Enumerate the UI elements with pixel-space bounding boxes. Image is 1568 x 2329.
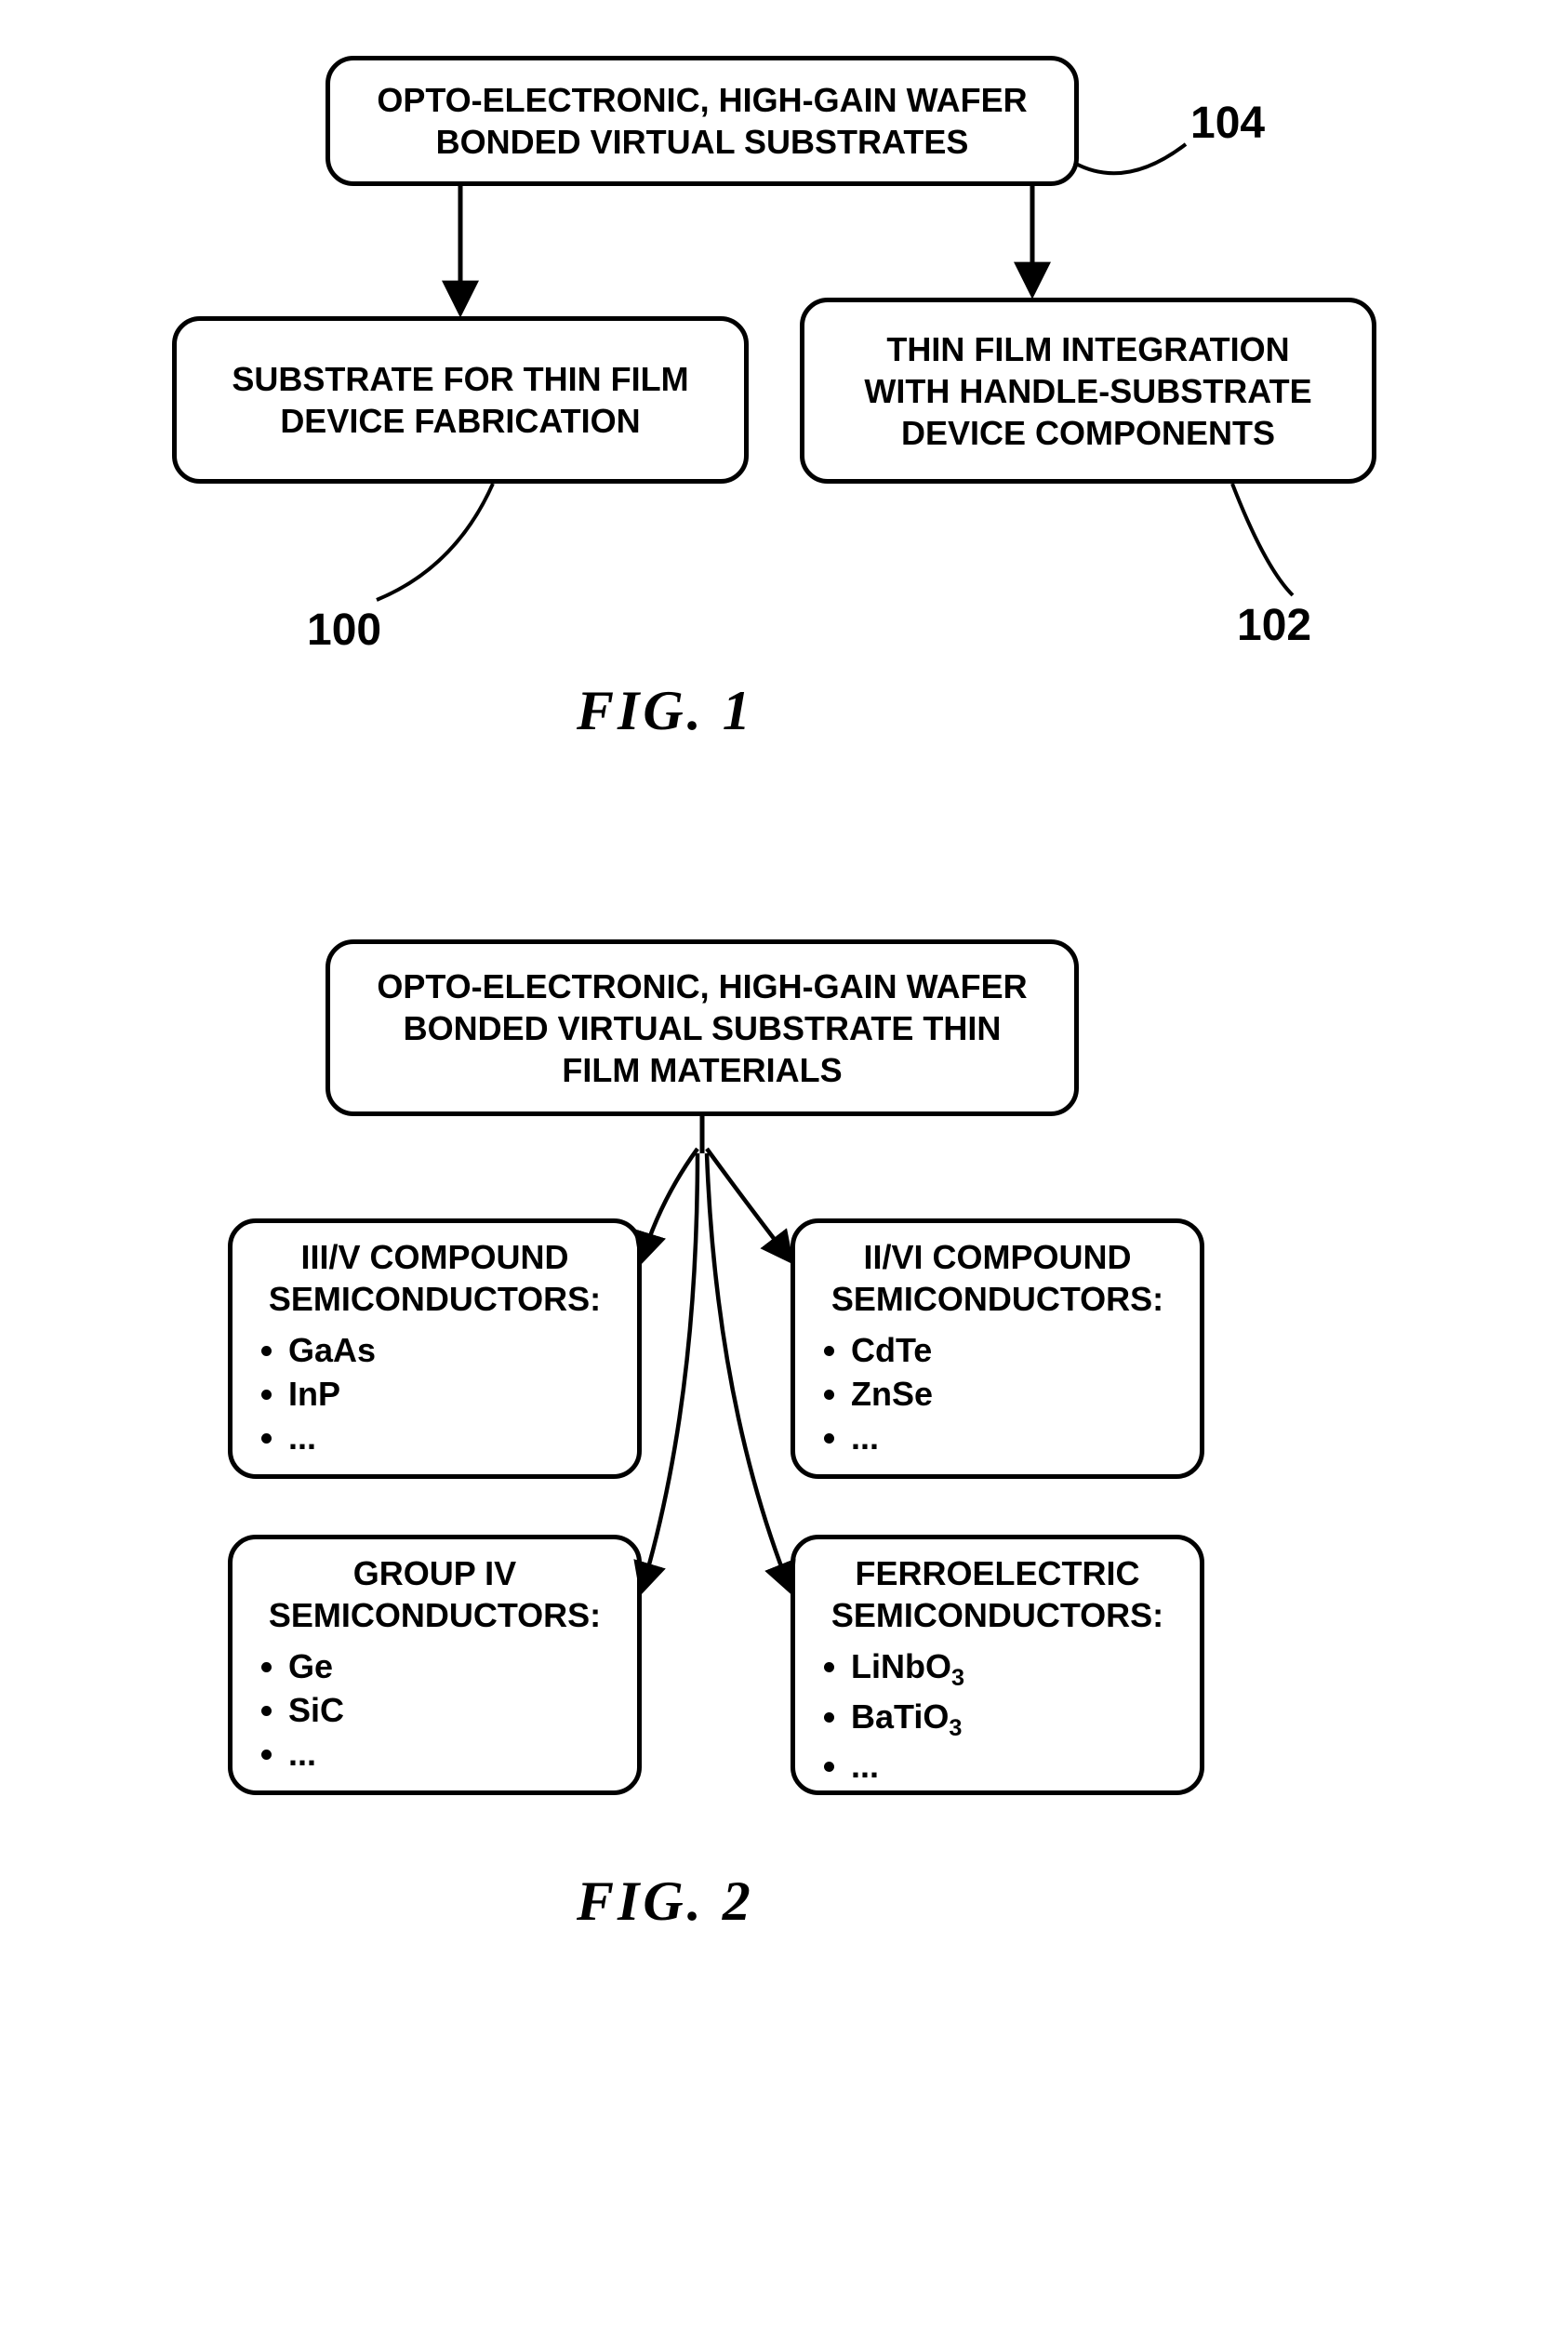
fig1-left-box: SUBSTRATE FOR THIN FILM DEVICE FABRICATI… — [172, 316, 749, 484]
fig2-cat2-box: II/VI COMPOUND SEMICONDUCTORS: CdTe ZnSe… — [791, 1218, 1204, 1479]
fig2-caption: FIG. 2 — [577, 1870, 754, 1934]
list-item: Ge — [288, 1645, 344, 1687]
fig2-cat1-list: GaAs InP ... — [255, 1327, 376, 1460]
fig2-cat2-list: CdTe ZnSe ... — [817, 1327, 933, 1460]
fig1-title-line1: OPTO-ELECTRONIC, HIGH-GAIN WAFER — [377, 79, 1027, 121]
figure-1: OPTO-ELECTRONIC, HIGH-GAIN WAFER BONDED … — [47, 47, 1521, 735]
fig1-right-box: THIN FILM INTEGRATION WITH HANDLE-SUBSTR… — [800, 298, 1376, 484]
list-item: ... — [851, 1745, 964, 1787]
fig2-title-line3: FILM MATERIALS — [562, 1049, 842, 1091]
list-item: GaAs — [288, 1329, 376, 1371]
fig1-right-line3: DEVICE COMPONENTS — [901, 412, 1275, 454]
fig2-cat3-list: Ge SiC ... — [255, 1644, 344, 1777]
fig1-right-line2: WITH HANDLE-SUBSTRATE — [864, 370, 1311, 412]
fig2-cat1-title2: SEMICONDUCTORS: — [269, 1280, 601, 1318]
ref-102: 102 — [1237, 600, 1311, 651]
figure-2: OPTO-ELECTRONIC, HIGH-GAIN WAFER BONDED … — [47, 939, 1521, 1944]
list-item: ... — [288, 1733, 344, 1775]
fig2-cat3-title1: GROUP IV — [353, 1554, 516, 1592]
list-item: BaTiO3 — [851, 1696, 964, 1744]
fig1-left-line2: DEVICE FABRICATION — [280, 400, 640, 442]
fig1-caption: FIG. 1 — [577, 679, 754, 743]
list-item: CdTe — [851, 1329, 933, 1371]
fig2-title-box: OPTO-ELECTRONIC, HIGH-GAIN WAFER BONDED … — [326, 939, 1079, 1116]
ref-100: 100 — [307, 605, 381, 656]
fig1-right-line1: THIN FILM INTEGRATION — [886, 328, 1289, 370]
fig1-left-line1: SUBSTRATE FOR THIN FILM — [232, 358, 688, 400]
list-item: ... — [851, 1417, 933, 1458]
list-item: SiC — [288, 1689, 344, 1731]
fig2-cat1-title1: III/V COMPOUND — [300, 1238, 568, 1276]
fig2-cat4-list: LiNbO3 BaTiO3 ... — [817, 1644, 964, 1789]
fig2-title-line1: OPTO-ELECTRONIC, HIGH-GAIN WAFER — [377, 965, 1027, 1007]
fig2-cat1-box: III/V COMPOUND SEMICONDUCTORS: GaAs InP … — [228, 1218, 642, 1479]
list-item: LiNbO3 — [851, 1645, 964, 1694]
fig2-title-line2: BONDED VIRTUAL SUBSTRATE THIN — [404, 1007, 1002, 1049]
fig2-cat3-box: GROUP IV SEMICONDUCTORS: Ge SiC ... — [228, 1535, 642, 1795]
fig2-cat4-title2: SEMICONDUCTORS: — [831, 1596, 1163, 1634]
list-item: ZnSe — [851, 1373, 933, 1415]
fig1-title-box: OPTO-ELECTRONIC, HIGH-GAIN WAFER BONDED … — [326, 56, 1079, 186]
list-item: ... — [288, 1417, 376, 1458]
fig2-cat2-title2: SEMICONDUCTORS: — [831, 1280, 1163, 1318]
ref-104: 104 — [1190, 98, 1265, 149]
fig2-cat3-title2: SEMICONDUCTORS: — [269, 1596, 601, 1634]
fig2-cat2-title1: II/VI COMPOUND — [863, 1238, 1131, 1276]
fig2-cat4-box: FERROELECTRIC SEMICONDUCTORS: LiNbO3 BaT… — [791, 1535, 1204, 1795]
fig1-title-line2: BONDED VIRTUAL SUBSTRATES — [436, 121, 969, 163]
fig2-cat4-title1: FERROELECTRIC — [856, 1554, 1140, 1592]
list-item: InP — [288, 1373, 376, 1415]
